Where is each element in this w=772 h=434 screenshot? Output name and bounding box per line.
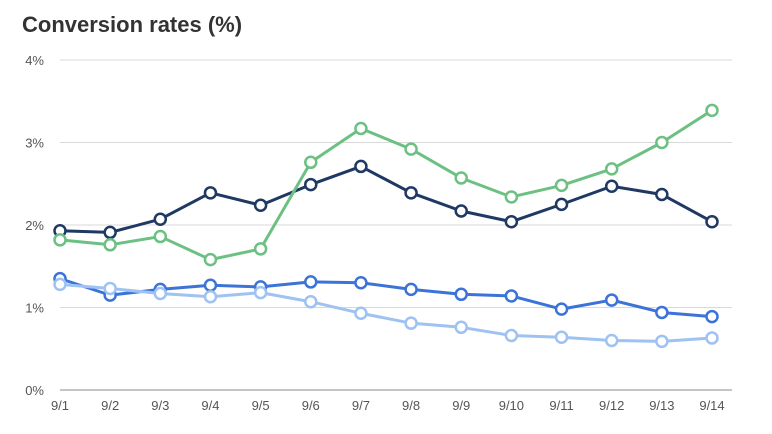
x-axis-ticks: 9/1 9/2 9/3 9/4 9/5 9/6 9/7 9/8 9/9 9/10 9/11 9/12 9… bbox=[51, 398, 725, 413]
series-4 bbox=[53, 277, 719, 349]
y-tick-label: 4% bbox=[25, 53, 44, 68]
data-point bbox=[103, 281, 117, 296]
x-tick-label: 9/2 bbox=[101, 398, 119, 413]
data-point bbox=[203, 186, 218, 200]
data-point bbox=[103, 238, 117, 252]
x-tick-label: 9/3 bbox=[151, 398, 169, 413]
data-point bbox=[304, 275, 318, 289]
data-point bbox=[354, 306, 368, 321]
series-3 bbox=[53, 271, 719, 324]
x-tick-label: 9/5 bbox=[252, 398, 270, 413]
data-point bbox=[604, 162, 619, 176]
data-point bbox=[53, 277, 67, 292]
chart-title: Conversion rates (%) bbox=[22, 12, 243, 37]
x-tick-label: 9/4 bbox=[201, 398, 219, 413]
data-point bbox=[253, 198, 268, 212]
data-point bbox=[304, 155, 318, 170]
series-line bbox=[58, 108, 714, 262]
data-point bbox=[253, 242, 268, 256]
x-tick-label: 9/10 bbox=[499, 398, 524, 413]
data-point bbox=[504, 289, 519, 303]
data-point bbox=[454, 287, 468, 302]
data-point bbox=[404, 186, 418, 200]
x-tick-label: 9/14 bbox=[699, 398, 724, 413]
data-point bbox=[354, 159, 368, 174]
data-point bbox=[655, 187, 669, 202]
x-tick-label: 9/8 bbox=[402, 398, 420, 413]
data-point bbox=[554, 330, 569, 344]
data-point bbox=[153, 212, 168, 226]
data-point bbox=[153, 286, 168, 301]
data-point bbox=[203, 290, 218, 304]
data-point bbox=[454, 204, 468, 218]
y-tick-label: 0% bbox=[25, 383, 44, 398]
x-tick-label: 9/6 bbox=[302, 398, 320, 413]
data-point bbox=[554, 302, 569, 316]
y-axis-ticks: 0% 1% 2% 3% 4% bbox=[25, 53, 44, 398]
data-point bbox=[354, 276, 368, 290]
data-point bbox=[304, 177, 318, 192]
data-point bbox=[203, 252, 218, 267]
series-1 bbox=[53, 159, 719, 240]
series-line bbox=[58, 164, 714, 234]
x-tick-label: 9/12 bbox=[599, 398, 624, 413]
y-tick-label: 3% bbox=[25, 136, 44, 151]
series-line bbox=[58, 277, 714, 319]
data-point bbox=[655, 135, 669, 150]
data-point bbox=[655, 305, 669, 320]
data-point bbox=[655, 334, 669, 349]
x-tick-label: 9/9 bbox=[452, 398, 470, 413]
data-point bbox=[304, 294, 318, 309]
data-point bbox=[705, 309, 719, 324]
data-point bbox=[504, 328, 519, 343]
data-point bbox=[554, 197, 569, 212]
series-2 bbox=[53, 103, 719, 267]
y-tick-label: 2% bbox=[25, 218, 44, 233]
data-point bbox=[203, 278, 218, 292]
y-tick-label: 1% bbox=[25, 301, 44, 316]
data-point bbox=[604, 293, 619, 307]
data-point bbox=[705, 103, 719, 118]
data-point bbox=[103, 225, 117, 240]
data-point bbox=[604, 179, 619, 193]
data-point bbox=[153, 229, 168, 244]
x-tick-label: 9/1 bbox=[51, 398, 69, 413]
data-point bbox=[705, 214, 719, 229]
x-tick-label: 9/11 bbox=[549, 398, 573, 413]
data-point bbox=[404, 142, 418, 156]
data-point bbox=[454, 320, 468, 335]
data-point bbox=[404, 282, 418, 297]
data-point bbox=[354, 121, 368, 136]
data-point bbox=[454, 171, 468, 185]
data-point bbox=[705, 331, 719, 345]
data-point bbox=[604, 333, 619, 348]
data-point bbox=[504, 190, 519, 204]
data-point bbox=[504, 214, 519, 229]
series-group bbox=[53, 103, 719, 349]
data-point bbox=[253, 285, 268, 300]
data-point bbox=[554, 178, 569, 193]
series-line bbox=[58, 282, 714, 343]
x-tick-label: 9/13 bbox=[649, 398, 674, 413]
data-point bbox=[53, 233, 67, 247]
x-tick-label: 9/7 bbox=[352, 398, 370, 413]
data-point bbox=[404, 316, 418, 330]
